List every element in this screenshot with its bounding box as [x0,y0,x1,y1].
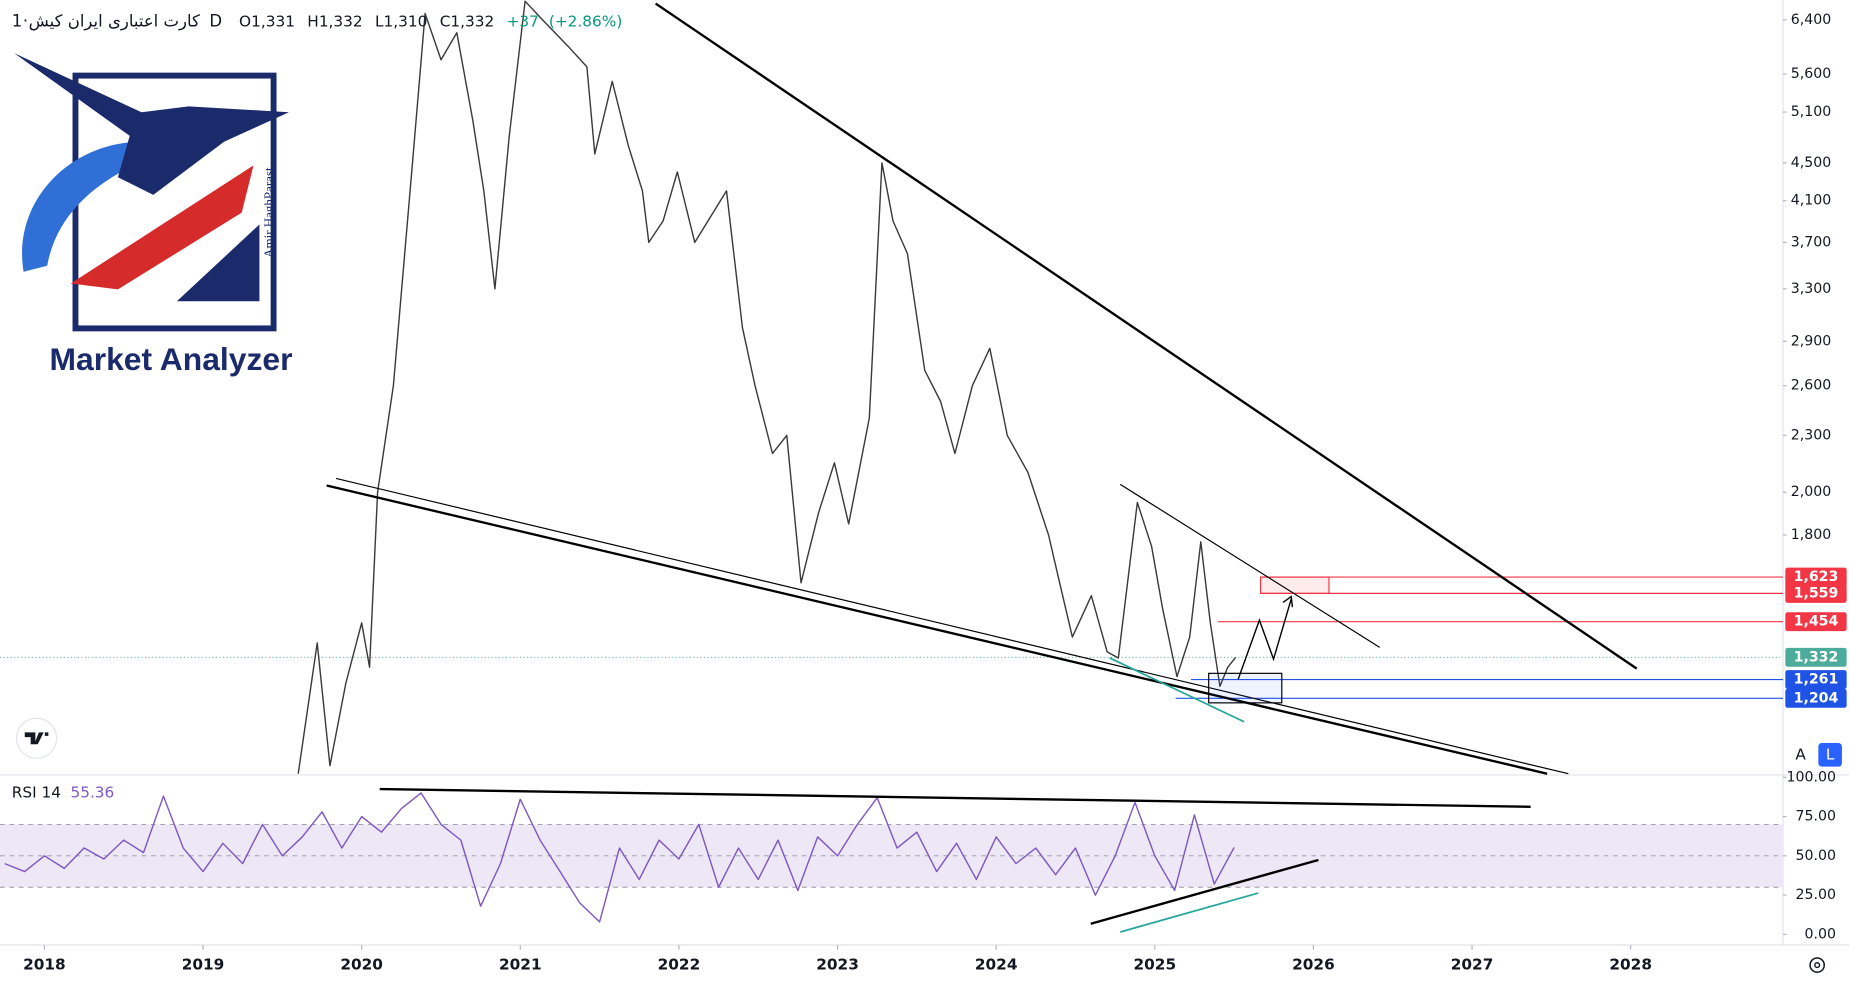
price-label: 1,454 [1794,614,1839,630]
logo-wing [14,53,289,195]
support-box [1208,672,1283,704]
y-tick-label: 1,800 [1791,527,1831,543]
ohlc-value: 1,332 [319,12,363,30]
ohlc-value: 1,310 [384,12,428,30]
rsi-trendline [1090,858,1319,925]
settings-icon-center[interactable] [1814,962,1821,969]
y-tick-label: 0.00 [1805,926,1837,942]
price-label-box [1785,688,1847,708]
price-label: 1,204 [1794,690,1839,706]
divergence-line [1109,657,1245,723]
y-tick-label: 6,400 [1791,12,1831,28]
ohlc-value: 1,331 [251,12,295,30]
drawings [326,2,1638,933]
x-tick-label: 2021 [499,956,542,974]
ohlc-value: 1,332 [450,12,494,30]
axis-labels: 6,400 5,600 5,100 4,500 4,100 3,700 3,300 2,900… [23,12,1847,974]
y-tick-label: 100.00 [1787,769,1837,785]
y-tick-label: 5,600 [1791,66,1831,82]
y-tick-label: 2,300 [1791,427,1831,443]
trendline [335,477,1569,775]
logo: Market Analyzer Amir HaghParast [14,53,292,377]
logo-author: Amir HaghParast [261,167,276,258]
tv-badge [15,717,58,759]
ohlc-key: H [307,12,319,30]
y-tick-label: 3,700 [1791,234,1831,250]
price-label: 1,559 [1794,585,1839,601]
series-line [4,792,1235,923]
separator: · [23,11,28,30]
x-tick-label: 2019 [182,956,225,974]
y-tick-label: 4,500 [1791,155,1831,171]
trendline [1119,483,1380,648]
logo-swoosh [22,141,189,272]
symbol: کارت اعتباری ایران کیش [29,11,200,31]
series-line [297,0,1237,774]
symbol-legend: کارت اعتباری ایران کیش · 1D O1,331 H1,33… [12,11,623,31]
price-label-box [1785,612,1847,632]
settings-icon[interactable] [1809,957,1826,973]
tv-badge-circle [15,717,58,759]
y-tick-label: 4,100 [1791,193,1831,209]
change-percent: (+2.86%) [549,12,622,30]
rsi-trendline [379,787,1531,808]
scale-button-label[interactable]: A [1795,745,1806,763]
rsi-value: 55.36 [70,783,114,801]
y-tick-label: 5,100 [1791,104,1831,120]
scale-button[interactable] [1790,743,1812,767]
x-tick-label: 2018 [23,956,66,974]
y-tick-label: 2,600 [1791,378,1831,394]
logo-brand: Market Analyzer [49,341,292,377]
x-tick-label: 2023 [816,956,859,974]
price-label-box [1785,647,1847,667]
price-label-box [1785,583,1847,603]
change: +37 [507,12,539,30]
rsi-name: RSI 14 [12,783,61,801]
scale-buttons: A L [1790,743,1842,767]
x-tick-label: 2022 [658,956,701,974]
rsi-background [0,792,1783,923]
price-label-box [1785,670,1847,689]
x-tick-label: 2027 [1451,956,1494,974]
x-tick-label: 2020 [340,956,383,974]
y-tick-label: 50.00 [1796,848,1836,864]
x-tick-label: 2024 [975,956,1018,974]
ohlc-key: C [440,12,451,30]
price-label-box [1785,567,1847,587]
projection-path [1237,598,1292,680]
x-tick-label: 2025 [1133,956,1176,974]
price-label: 1,261 [1794,672,1839,688]
ohlc-key: L [375,12,384,30]
y-tick-label: 3,300 [1791,281,1831,297]
y-tick-label: 2,900 [1791,333,1831,349]
scale-button[interactable] [1818,743,1842,767]
y-tick-label: 75.00 [1796,809,1836,825]
y-tick-label: 2,000 [1791,484,1831,500]
price-label: 1,623 [1794,569,1839,585]
rsi-divergence-line [1120,892,1259,933]
logo-stripe [176,224,260,302]
ohlc-key: O [239,12,251,30]
trendline [654,2,1638,670]
trendline [326,484,1548,775]
x-tick-label: 2028 [1609,956,1652,974]
rsi-legend: RSI 14 55.36 [12,783,115,801]
y-tick-label: 25.00 [1796,887,1836,903]
logo-stripe [70,165,254,290]
price-pane [0,0,1783,774]
scale-button-label[interactable]: L [1826,745,1835,763]
tv-badge-glyph [24,732,49,745]
price-label: 1,332 [1794,649,1839,665]
x-tick-label: 2026 [1292,956,1335,974]
projection-arrow [1282,595,1294,608]
